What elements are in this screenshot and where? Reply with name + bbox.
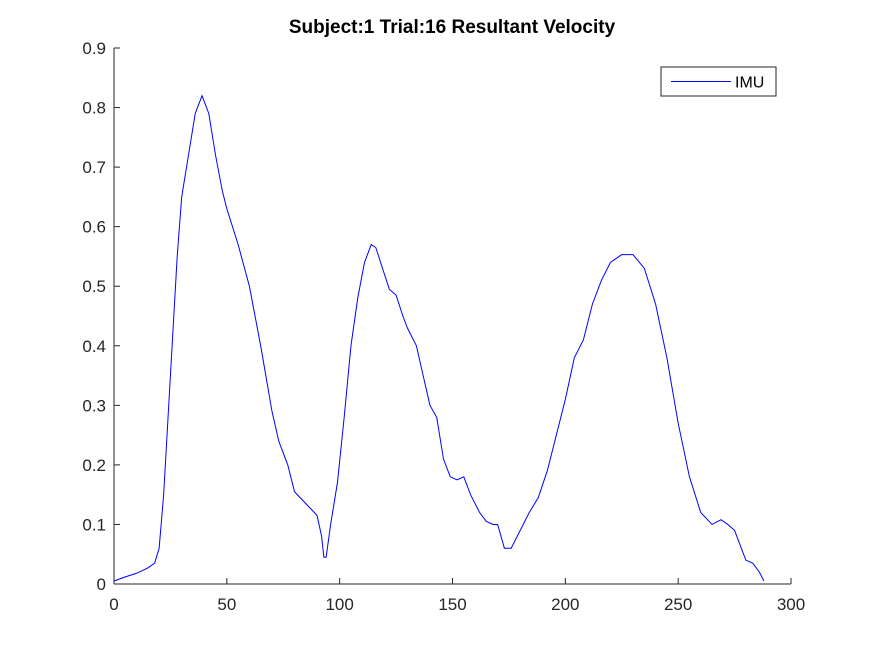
x-tick-label: 300 <box>777 595 805 614</box>
x-tick-label: 50 <box>217 595 236 614</box>
y-tick-label: 0.5 <box>82 277 106 296</box>
y-tick-label: 0.9 <box>82 39 106 58</box>
chart-title: Subject:1 Trial:16 Resultant Velocity <box>289 17 616 38</box>
x-tick-label: 250 <box>664 595 692 614</box>
x-tick-label: 200 <box>551 595 579 614</box>
legend-label: IMU <box>735 75 764 92</box>
y-tick-label: 0.1 <box>82 515 106 534</box>
y-tick-label: 0 <box>97 575 106 594</box>
x-tick-label: 0 <box>109 595 118 614</box>
y-tick-label: 0.2 <box>82 456 106 475</box>
y-tick-label: 0.3 <box>82 396 106 415</box>
y-tick-label: 0.8 <box>82 99 106 118</box>
y-tick-label: 0.6 <box>82 218 106 237</box>
y-tick-label: 0.4 <box>82 337 106 356</box>
x-tick-label: 100 <box>325 595 353 614</box>
y-tick-label: 0.7 <box>82 158 106 177</box>
x-tick-label: 150 <box>438 595 466 614</box>
data-line <box>113 94 765 582</box>
